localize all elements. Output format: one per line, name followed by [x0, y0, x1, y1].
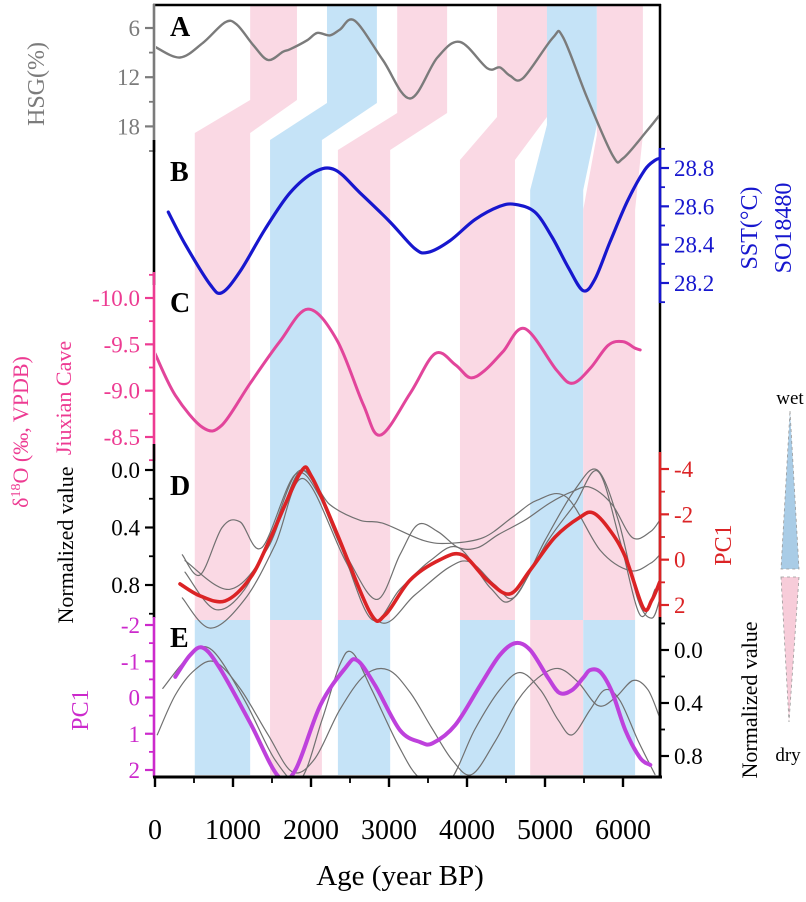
series-c-jiuxian-cave-d18o	[156, 307, 642, 437]
axes: 6121828.828.628.428.2-10.0-9.5-9.0-8.50.…	[92, 4, 715, 846]
band-wet	[270, 4, 377, 620]
x-axis-label: Age (year BP)	[316, 860, 484, 892]
tick-label-b-right: 28.4	[674, 233, 715, 258]
normalized-value-d-title: Normalized value	[53, 467, 78, 624]
tick-label-c-left: -9.5	[104, 332, 140, 357]
wet-wedge-icon	[780, 410, 800, 570]
tick-label-d-right: 0	[674, 548, 686, 573]
panel-d-letter: D	[170, 471, 190, 502]
panel-e-letter: E	[170, 623, 189, 654]
tick-label-e-right: 0.8	[674, 744, 703, 769]
band-wet-e	[194, 620, 251, 775]
panel-b-letter: B	[170, 157, 189, 188]
tick-label-x-axis: 6000	[595, 815, 651, 846]
tick-label-x-axis: 5000	[517, 815, 573, 846]
tick-label-d-right: -2	[674, 502, 693, 527]
tick-label-d-right: 2	[674, 593, 686, 618]
band-wet-e	[459, 620, 515, 775]
dry-label: dry	[775, 745, 801, 766]
sst-core-title: SO18480	[771, 183, 797, 274]
band-dry	[337, 4, 448, 620]
tick-label-b-right: 28.6	[674, 194, 714, 219]
d18o-axis-title: δ18O (‰, VPDB)	[8, 356, 33, 508]
tick-label-x-axis: 4000	[439, 815, 495, 846]
tick-label-b-right: 28.8	[674, 156, 714, 181]
band-dry-e	[530, 620, 584, 775]
tick-label-c-left: -8.5	[104, 425, 140, 450]
dry-wedge-icon	[780, 576, 800, 723]
tick-label-x-axis: 2000	[283, 815, 339, 846]
band-dry	[194, 4, 297, 620]
tick-label-a-left: 6	[129, 16, 141, 41]
hsg-axis-title: HSG(%)	[24, 42, 50, 126]
series-a-hsg	[156, 18, 659, 164]
tick-label-b-right: 28.2	[674, 271, 714, 296]
tick-label-x-axis: 0	[148, 815, 162, 846]
tick-label-x-axis: 1000	[205, 815, 261, 846]
data-series	[156, 18, 659, 776]
tick-label-e-right: 0.4	[674, 691, 703, 716]
tick-label-e-left: 0	[129, 686, 141, 711]
panel-c-letter: C	[170, 288, 190, 319]
tick-label-x-axis: 3000	[361, 815, 417, 846]
tick-label-e-left: -2	[121, 613, 140, 638]
wet-label: wet	[776, 388, 804, 409]
tick-label-c-left: -10.0	[92, 286, 140, 311]
tick-label-a-left: 12	[117, 65, 140, 90]
tick-label-d-right: -4	[674, 457, 694, 482]
tick-label-e-left: -1	[121, 649, 140, 674]
pc1-d-title: PC1	[711, 524, 737, 565]
series-e-record-6	[156, 660, 659, 776]
series-d-record-2	[181, 471, 659, 600]
sst-axis-title: SST(°C)	[737, 187, 763, 270]
tick-label-c-left: -9.0	[104, 379, 140, 404]
normalized-value-e-title: Normalized value	[737, 622, 762, 779]
tick-label-d-left: 0.0	[111, 458, 140, 483]
tick-label-e-left: 2	[129, 758, 141, 783]
tick-label-e-right: 0.0	[674, 638, 703, 663]
series-d-pc1	[178, 465, 659, 623]
jiuxian-cave-title: Jiuxian Cave	[51, 341, 76, 455]
pc1-e-title: PC1	[68, 689, 94, 730]
tick-label-d-left: 0.8	[111, 573, 140, 598]
band-dry	[459, 4, 547, 620]
series-e-pc1	[173, 640, 653, 776]
band-wet	[530, 4, 597, 620]
wet-dry-bands	[194, 4, 643, 775]
tick-label-a-left: 18	[117, 114, 140, 139]
series-b-sst-so18480	[166, 156, 659, 296]
series-e-record-5	[162, 646, 656, 776]
tick-label-d-left: 0.4	[111, 516, 140, 541]
band-wet-e	[583, 620, 636, 775]
panel-a-letter: A	[170, 12, 191, 43]
band-dry	[583, 4, 643, 620]
tick-label-e-left: 1	[129, 722, 141, 747]
